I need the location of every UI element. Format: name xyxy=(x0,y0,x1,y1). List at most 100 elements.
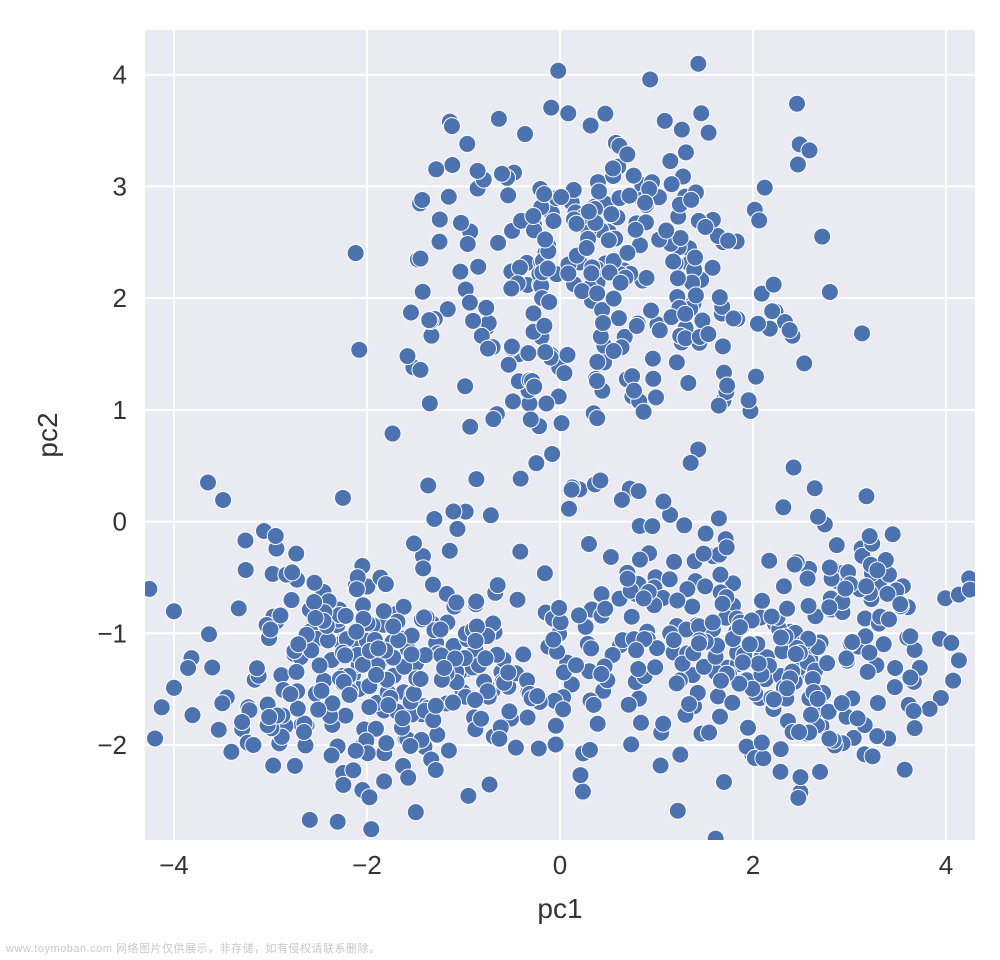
data-point xyxy=(844,633,861,650)
data-point xyxy=(779,680,796,697)
data-point xyxy=(585,696,602,713)
data-point xyxy=(772,741,789,758)
data-point xyxy=(812,763,829,780)
data-point xyxy=(310,701,327,718)
data-point xyxy=(385,618,402,635)
data-point xyxy=(589,285,606,302)
data-point xyxy=(645,370,662,387)
data-point xyxy=(662,153,679,170)
data-point xyxy=(467,632,484,649)
data-point xyxy=(683,191,700,208)
data-point xyxy=(597,600,614,617)
data-point xyxy=(403,646,420,663)
data-point xyxy=(647,659,664,676)
data-point xyxy=(378,735,395,752)
data-point xyxy=(643,302,660,319)
data-point xyxy=(809,690,826,707)
data-point xyxy=(682,454,699,471)
data-point xyxy=(673,121,690,138)
data-point xyxy=(854,325,871,342)
data-point xyxy=(763,608,780,625)
data-point xyxy=(283,592,300,609)
data-point xyxy=(541,293,558,310)
data-point xyxy=(747,368,764,385)
y-tick-label: 1 xyxy=(113,395,127,425)
data-point xyxy=(580,536,597,553)
data-point xyxy=(214,695,231,712)
data-point xyxy=(501,703,518,720)
data-point xyxy=(799,570,816,587)
data-point xyxy=(668,354,685,371)
data-point xyxy=(687,249,704,266)
data-point xyxy=(528,455,545,472)
data-point xyxy=(886,679,903,696)
data-point xyxy=(507,739,524,756)
data-point xyxy=(288,545,305,562)
data-point xyxy=(500,664,517,681)
data-point xyxy=(764,303,781,320)
data-point xyxy=(635,403,652,420)
data-point xyxy=(833,695,850,712)
data-point xyxy=(665,632,682,649)
data-point xyxy=(306,574,323,591)
data-point xyxy=(351,341,368,358)
data-point xyxy=(462,418,479,435)
data-point xyxy=(572,767,589,784)
data-point xyxy=(665,253,682,270)
data-point xyxy=(519,709,536,726)
data-point xyxy=(431,233,448,250)
data-point xyxy=(500,356,517,373)
data-point xyxy=(589,410,606,427)
data-point xyxy=(457,378,474,395)
data-point xyxy=(651,322,668,339)
data-point xyxy=(592,472,609,489)
data-point xyxy=(337,707,354,724)
data-point xyxy=(402,737,419,754)
data-point xyxy=(345,762,362,779)
data-point xyxy=(444,156,461,173)
data-point xyxy=(489,577,506,594)
data-point xyxy=(560,265,577,282)
data-point xyxy=(603,206,620,223)
data-point xyxy=(440,188,457,205)
data-point xyxy=(424,576,441,593)
data-point xyxy=(377,576,394,593)
data-point xyxy=(791,723,808,740)
data-point xyxy=(631,551,648,568)
data-point xyxy=(570,607,587,624)
data-point xyxy=(597,105,614,122)
data-point xyxy=(945,672,962,689)
data-point xyxy=(772,629,789,646)
data-point xyxy=(869,728,886,745)
data-point xyxy=(347,742,364,759)
data-point xyxy=(432,621,449,638)
data-point xyxy=(838,650,855,667)
data-point xyxy=(858,488,875,505)
data-point xyxy=(693,105,710,122)
data-point xyxy=(849,710,866,727)
data-point xyxy=(800,597,817,614)
data-point xyxy=(545,213,562,230)
data-point xyxy=(376,773,393,790)
data-point xyxy=(887,659,904,676)
data-point xyxy=(637,194,654,211)
data-point xyxy=(414,283,431,300)
data-point xyxy=(790,789,807,806)
data-point xyxy=(267,527,284,544)
data-point xyxy=(668,675,685,692)
data-point xyxy=(335,776,352,793)
data-point xyxy=(666,553,683,570)
data-point xyxy=(802,706,819,723)
chart-container: −4−2024−2−101234pc1pc2 www.toymoban.com … xyxy=(0,0,1000,960)
data-point xyxy=(681,696,698,713)
data-point xyxy=(669,592,686,609)
data-point xyxy=(480,340,497,357)
data-point xyxy=(680,375,697,392)
data-point xyxy=(465,312,482,329)
data-point xyxy=(394,710,411,727)
data-point xyxy=(710,397,727,414)
data-point xyxy=(473,710,490,727)
data-point xyxy=(440,742,457,759)
data-point xyxy=(348,581,365,598)
data-point xyxy=(400,769,417,786)
